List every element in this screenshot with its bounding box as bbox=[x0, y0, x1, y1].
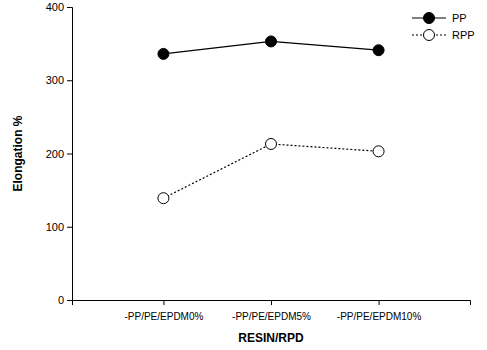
point bbox=[158, 48, 169, 59]
y-axis-line bbox=[67, 8, 73, 301]
y-tick-label: 0 bbox=[58, 294, 64, 306]
y-tick-mark bbox=[67, 80, 72, 81]
legend-swatch-marker bbox=[424, 13, 435, 24]
legend: PP RPP bbox=[412, 12, 475, 41]
x-tick-label: -PP/PE/EPDM0% bbox=[124, 311, 203, 322]
x-axis-line bbox=[73, 301, 471, 306]
legend-label: RPP bbox=[452, 29, 475, 41]
y-tick: 100 bbox=[46, 221, 72, 233]
y-tick: 300 bbox=[46, 74, 72, 86]
x-tick-mark bbox=[271, 300, 272, 305]
y-tick: 0 bbox=[58, 294, 72, 306]
data-area bbox=[158, 36, 384, 204]
y-tick: 200 bbox=[46, 148, 72, 160]
x-tick: -PP/PE/EPDM5% bbox=[232, 300, 311, 322]
y-tick-mark bbox=[67, 227, 72, 228]
x-axis: -PP/PE/EPDM0% -PP/PE/EPDM5% -PP/PE/EPDM10% bbox=[73, 300, 471, 322]
y-axis: 0 100 200 300 400 bbox=[46, 1, 73, 306]
x-tick-label: -PP/PE/EPDM10% bbox=[337, 311, 422, 322]
x-tick-mark bbox=[379, 300, 380, 305]
point bbox=[373, 45, 384, 56]
y-tick-mark bbox=[67, 154, 72, 155]
y-tick-label: 100 bbox=[46, 221, 64, 233]
y-tick-mark bbox=[67, 7, 72, 8]
point bbox=[373, 146, 384, 157]
point bbox=[266, 138, 277, 149]
point bbox=[266, 36, 277, 47]
y-tick-label: 300 bbox=[46, 74, 64, 86]
chart: 0100200300400-PP/PE/EPDM0%-PP/PE/EPDM5%-… bbox=[0, 0, 487, 350]
plot: 0100200300400-PP/PE/EPDM0%-PP/PE/EPDM5%-… bbox=[46, 1, 471, 322]
legend-swatch-marker bbox=[424, 30, 435, 41]
x-axis-title: RESIN/RPD bbox=[238, 331, 304, 345]
x-tick-mark bbox=[163, 300, 164, 305]
y-axis-title: Elongation % bbox=[11, 115, 25, 191]
y-tick: 400 bbox=[46, 1, 72, 13]
legend-label: PP bbox=[452, 12, 467, 24]
x-tick: -PP/PE/EPDM10% bbox=[337, 300, 422, 322]
x-tick-label: -PP/PE/EPDM5% bbox=[232, 311, 311, 322]
x-tick: -PP/PE/EPDM0% bbox=[124, 300, 203, 322]
y-tick-label: 200 bbox=[46, 148, 64, 160]
point bbox=[158, 193, 169, 204]
series-line bbox=[163, 144, 378, 198]
y-tick-label: 400 bbox=[46, 1, 64, 13]
y-tick-mark bbox=[67, 300, 72, 301]
